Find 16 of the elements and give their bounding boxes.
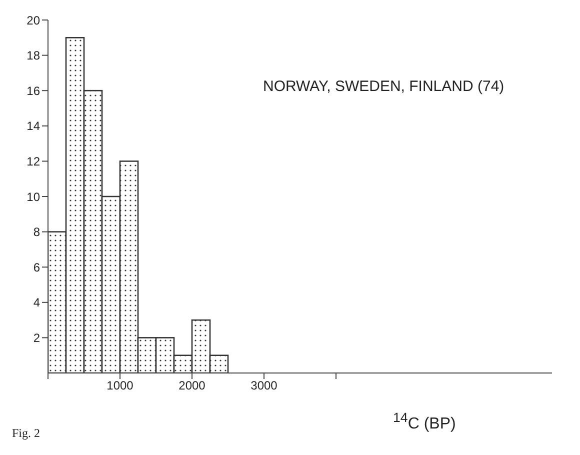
y-tick-label: 8 — [33, 225, 40, 240]
x-tick-label: 1000 — [106, 378, 134, 393]
y-tick-label: 6 — [33, 260, 40, 274]
x-axis-title: $^{14}$C (BP) — [393, 410, 456, 434]
y-tick-label: 16 — [26, 84, 40, 98]
y-tick-label: 2 — [33, 330, 40, 345]
annotation: NORWAY, SWEDEN, FINLAND (74) — [263, 78, 504, 95]
y-tick-label: 14 — [26, 119, 40, 134]
y-tick-label: 12 — [26, 154, 40, 168]
y-tick-label: 10 — [26, 190, 40, 204]
y-tick-label: 4 — [33, 296, 40, 310]
y-tick-label: 20 — [26, 13, 40, 28]
x-tick-label: 2000 — [178, 378, 206, 393]
y-tick-label: 18 — [26, 48, 40, 63]
x-tick-label: 3000 — [250, 378, 278, 393]
caption: Fig. 2 — [12, 426, 40, 441]
